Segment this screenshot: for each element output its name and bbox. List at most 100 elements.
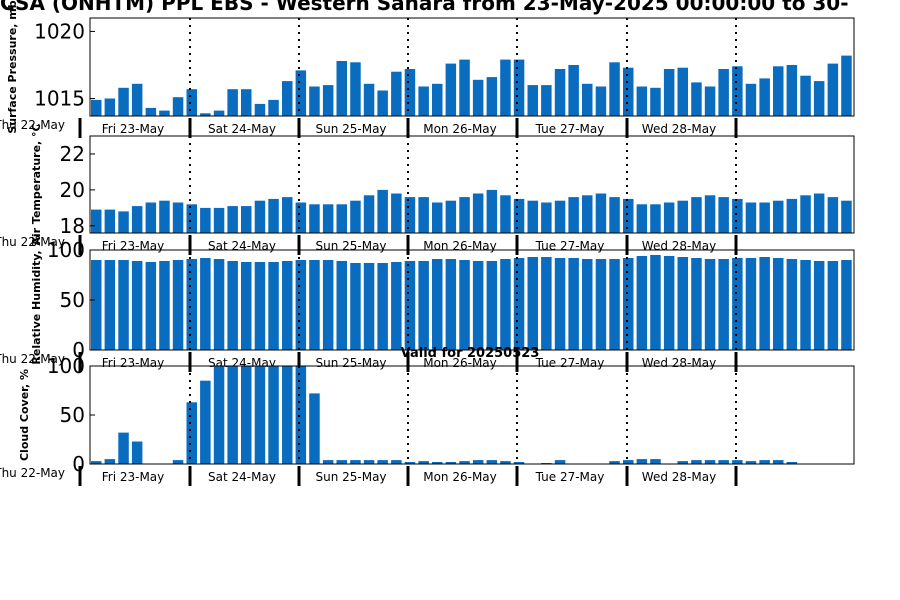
bar [500, 259, 511, 350]
bar [186, 259, 197, 350]
bar [691, 197, 702, 233]
bar [759, 257, 770, 350]
bar [200, 207, 211, 233]
bar [418, 86, 429, 116]
bar [745, 258, 757, 350]
bar [104, 459, 116, 464]
bar [309, 204, 320, 233]
x-day-label: Tue 27-May [535, 239, 605, 253]
x-day-label: Mon 26-May [423, 470, 497, 484]
bar [432, 462, 443, 464]
bar [677, 67, 688, 116]
bar [268, 262, 279, 350]
bar [500, 461, 511, 464]
bar [227, 89, 238, 116]
bar [363, 83, 375, 116]
chart-panel: 0 50 100 Relative Humidity, %Thu 22-May Fri … [0, 235, 855, 372]
bar [677, 200, 688, 233]
bar [377, 90, 388, 116]
x-day-label: Wed 28-May [642, 239, 716, 253]
bar [282, 81, 293, 116]
x-day-label: Fri 23-May [102, 239, 165, 253]
bar [691, 82, 702, 116]
bar [745, 461, 757, 464]
bar [200, 258, 211, 350]
bar [554, 460, 566, 464]
bar [623, 67, 634, 116]
bar [295, 202, 307, 233]
y-axis-label: Surface Pressure, mb [6, 0, 19, 133]
bar [336, 261, 347, 350]
bar [745, 83, 757, 116]
bar [568, 197, 579, 233]
bar [391, 71, 402, 116]
bar [309, 260, 320, 350]
bar [759, 202, 770, 233]
bar [636, 86, 648, 116]
bar [118, 87, 129, 116]
bar [759, 460, 770, 464]
bar [841, 260, 852, 350]
x-day-label: Thu 22-May [0, 235, 65, 249]
bar [254, 262, 266, 350]
x-day-label: Wed 28-May [642, 122, 716, 136]
bar [213, 110, 225, 116]
bar [336, 204, 347, 233]
bar [568, 258, 579, 350]
bar [691, 460, 702, 464]
bar [582, 259, 593, 350]
bar [418, 461, 429, 464]
bar [513, 59, 525, 116]
bar [145, 262, 157, 350]
bar [773, 460, 784, 464]
bar [118, 432, 129, 464]
x-day-label: Mon 26-May [423, 122, 497, 136]
bar [595, 193, 607, 233]
bar [432, 259, 443, 350]
bar [91, 99, 102, 116]
bar [609, 461, 620, 464]
bar [609, 197, 620, 233]
bar [500, 59, 511, 116]
bar [445, 462, 457, 464]
bar [472, 193, 484, 233]
x-day-label: Thu 22-May [0, 352, 65, 366]
x-day-label: Thu 22-May [0, 118, 65, 132]
y-tick-label: 0 [72, 338, 85, 362]
bar [609, 259, 620, 350]
bar [377, 263, 388, 350]
bar [800, 260, 811, 350]
y-axis-label: Cloud Cover, % [18, 369, 31, 461]
bar [486, 261, 498, 350]
bar [636, 204, 648, 233]
bar [172, 97, 184, 116]
bar [445, 200, 457, 233]
x-day-label: Sat 24-May [208, 470, 276, 484]
bar [145, 202, 157, 233]
bar [636, 459, 648, 464]
bar [91, 461, 102, 464]
y-axis-label: Air Temperature, °C [30, 123, 43, 245]
bar [595, 259, 607, 350]
bar [650, 87, 661, 116]
bar [295, 70, 307, 116]
bar [254, 366, 266, 464]
bar [363, 195, 375, 233]
bar [268, 99, 279, 116]
bar [541, 202, 552, 233]
bar [404, 69, 416, 116]
bar [159, 261, 170, 350]
y-tick-label: 1020 [34, 19, 85, 43]
bar [786, 65, 798, 116]
bar [200, 380, 211, 464]
bar [282, 197, 293, 233]
bar [582, 195, 593, 233]
bar [145, 107, 157, 116]
bar [91, 260, 102, 350]
bar [445, 259, 457, 350]
bar [773, 66, 784, 116]
bar [841, 55, 852, 116]
